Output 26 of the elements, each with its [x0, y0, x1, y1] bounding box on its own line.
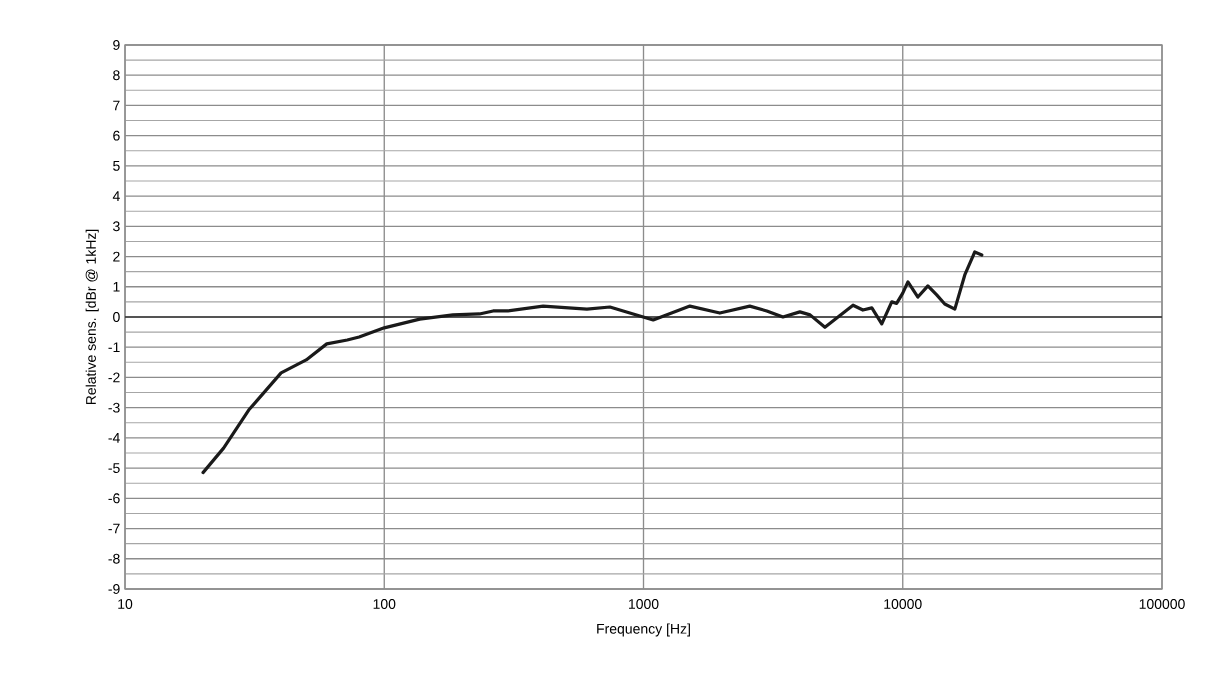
y-tick-label: 2: [113, 251, 120, 262]
x-tick-label: 100000: [1139, 599, 1185, 609]
y-tick-label: -9: [108, 584, 120, 594]
x-tick-label: 10000: [884, 599, 922, 609]
y-tick-label: -5: [108, 463, 120, 473]
y-tick-label: 8: [113, 70, 120, 81]
y-axis-title: Relative sens. [dBr @ 1kHz]: [85, 229, 99, 405]
y-tick-label: -1: [108, 342, 120, 353]
y-tick-label: 6: [113, 130, 120, 141]
x-axis-title: Frequency [Hz]: [597, 623, 690, 637]
y-tick-label: 9: [113, 40, 120, 50]
y-tick-label: -2: [108, 372, 120, 383]
x-tick-label: 100: [373, 599, 396, 609]
y-tick-label: -3: [108, 402, 120, 413]
y-tick-label: -4: [108, 433, 120, 443]
y-tick-label: 7: [113, 100, 120, 111]
y-tick-label: 1: [113, 281, 120, 292]
y-tick-label: 3: [113, 221, 120, 232]
x-tick-label: 10: [118, 599, 133, 609]
y-tick-label: 0: [113, 312, 120, 322]
y-tick-label: 5: [113, 161, 120, 171]
y-tick-label: -7: [108, 523, 120, 534]
y-tick-label: -6: [108, 493, 120, 504]
x-tick-label: 1000: [629, 599, 659, 609]
y-tick-label: 4: [112, 191, 120, 201]
y-tick-label: -8: [108, 553, 120, 564]
